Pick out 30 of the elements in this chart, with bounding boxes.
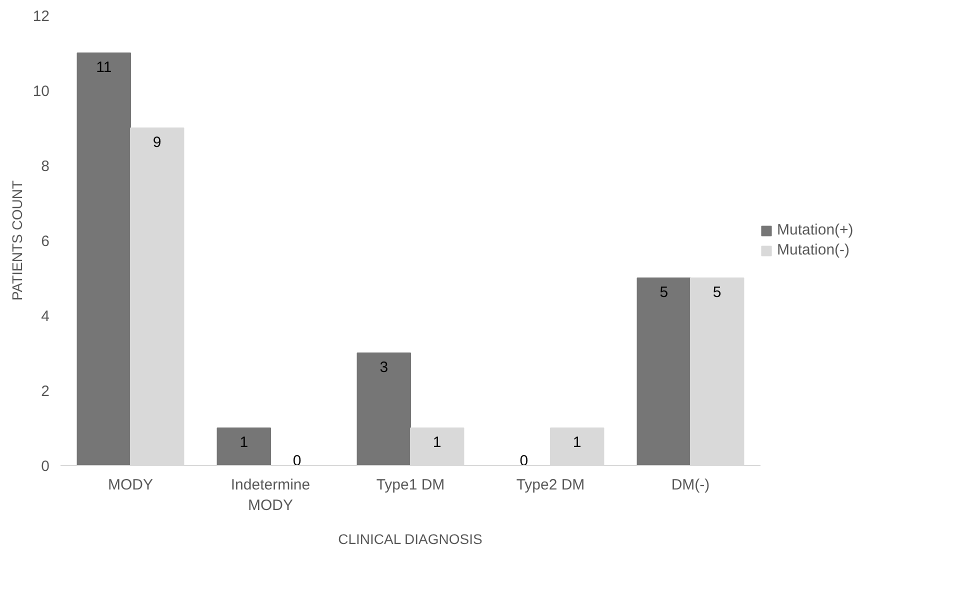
y-axis-title: PATIENTS COUNT [8, 180, 25, 301]
y-tick-label: 2 [41, 383, 50, 400]
x-tick-label: Indetermine MODY [230, 476, 310, 514]
data-label: 11 [96, 59, 112, 76]
data-label: 3 [380, 359, 388, 376]
y-tick-label: 6 [41, 233, 50, 250]
bar [216, 428, 271, 466]
y-tick-label: 10 [32, 83, 50, 100]
y-tick-label: 8 [41, 158, 50, 175]
x-tick-label: DM(-) [671, 476, 710, 494]
data-label: 5 [712, 284, 722, 301]
legend-label: Mutation(+) [777, 222, 854, 238]
x-tick-label: MODY [108, 476, 153, 494]
x-tick-label: Type1 DM [376, 476, 445, 494]
data-label: 1 [572, 434, 582, 451]
bar [636, 278, 691, 466]
x-axis-title: CLINICAL DIAGNOSIS [338, 530, 482, 547]
x-tick-label: Type2 DM [516, 476, 585, 494]
data-label: 1 [240, 434, 248, 451]
data-label: 5 [660, 284, 668, 301]
data-label: 9 [152, 134, 162, 151]
data-label: 1 [432, 434, 442, 451]
y-tick-label: 4 [41, 308, 50, 325]
legend-label: Mutation(-) [777, 242, 850, 258]
bar [76, 52, 131, 466]
y-tick-label: 12 [32, 8, 50, 25]
y-tick-label: 0 [41, 458, 50, 475]
bar [356, 352, 411, 466]
data-label: 0 [292, 452, 302, 470]
data-label: 0 [520, 452, 528, 470]
